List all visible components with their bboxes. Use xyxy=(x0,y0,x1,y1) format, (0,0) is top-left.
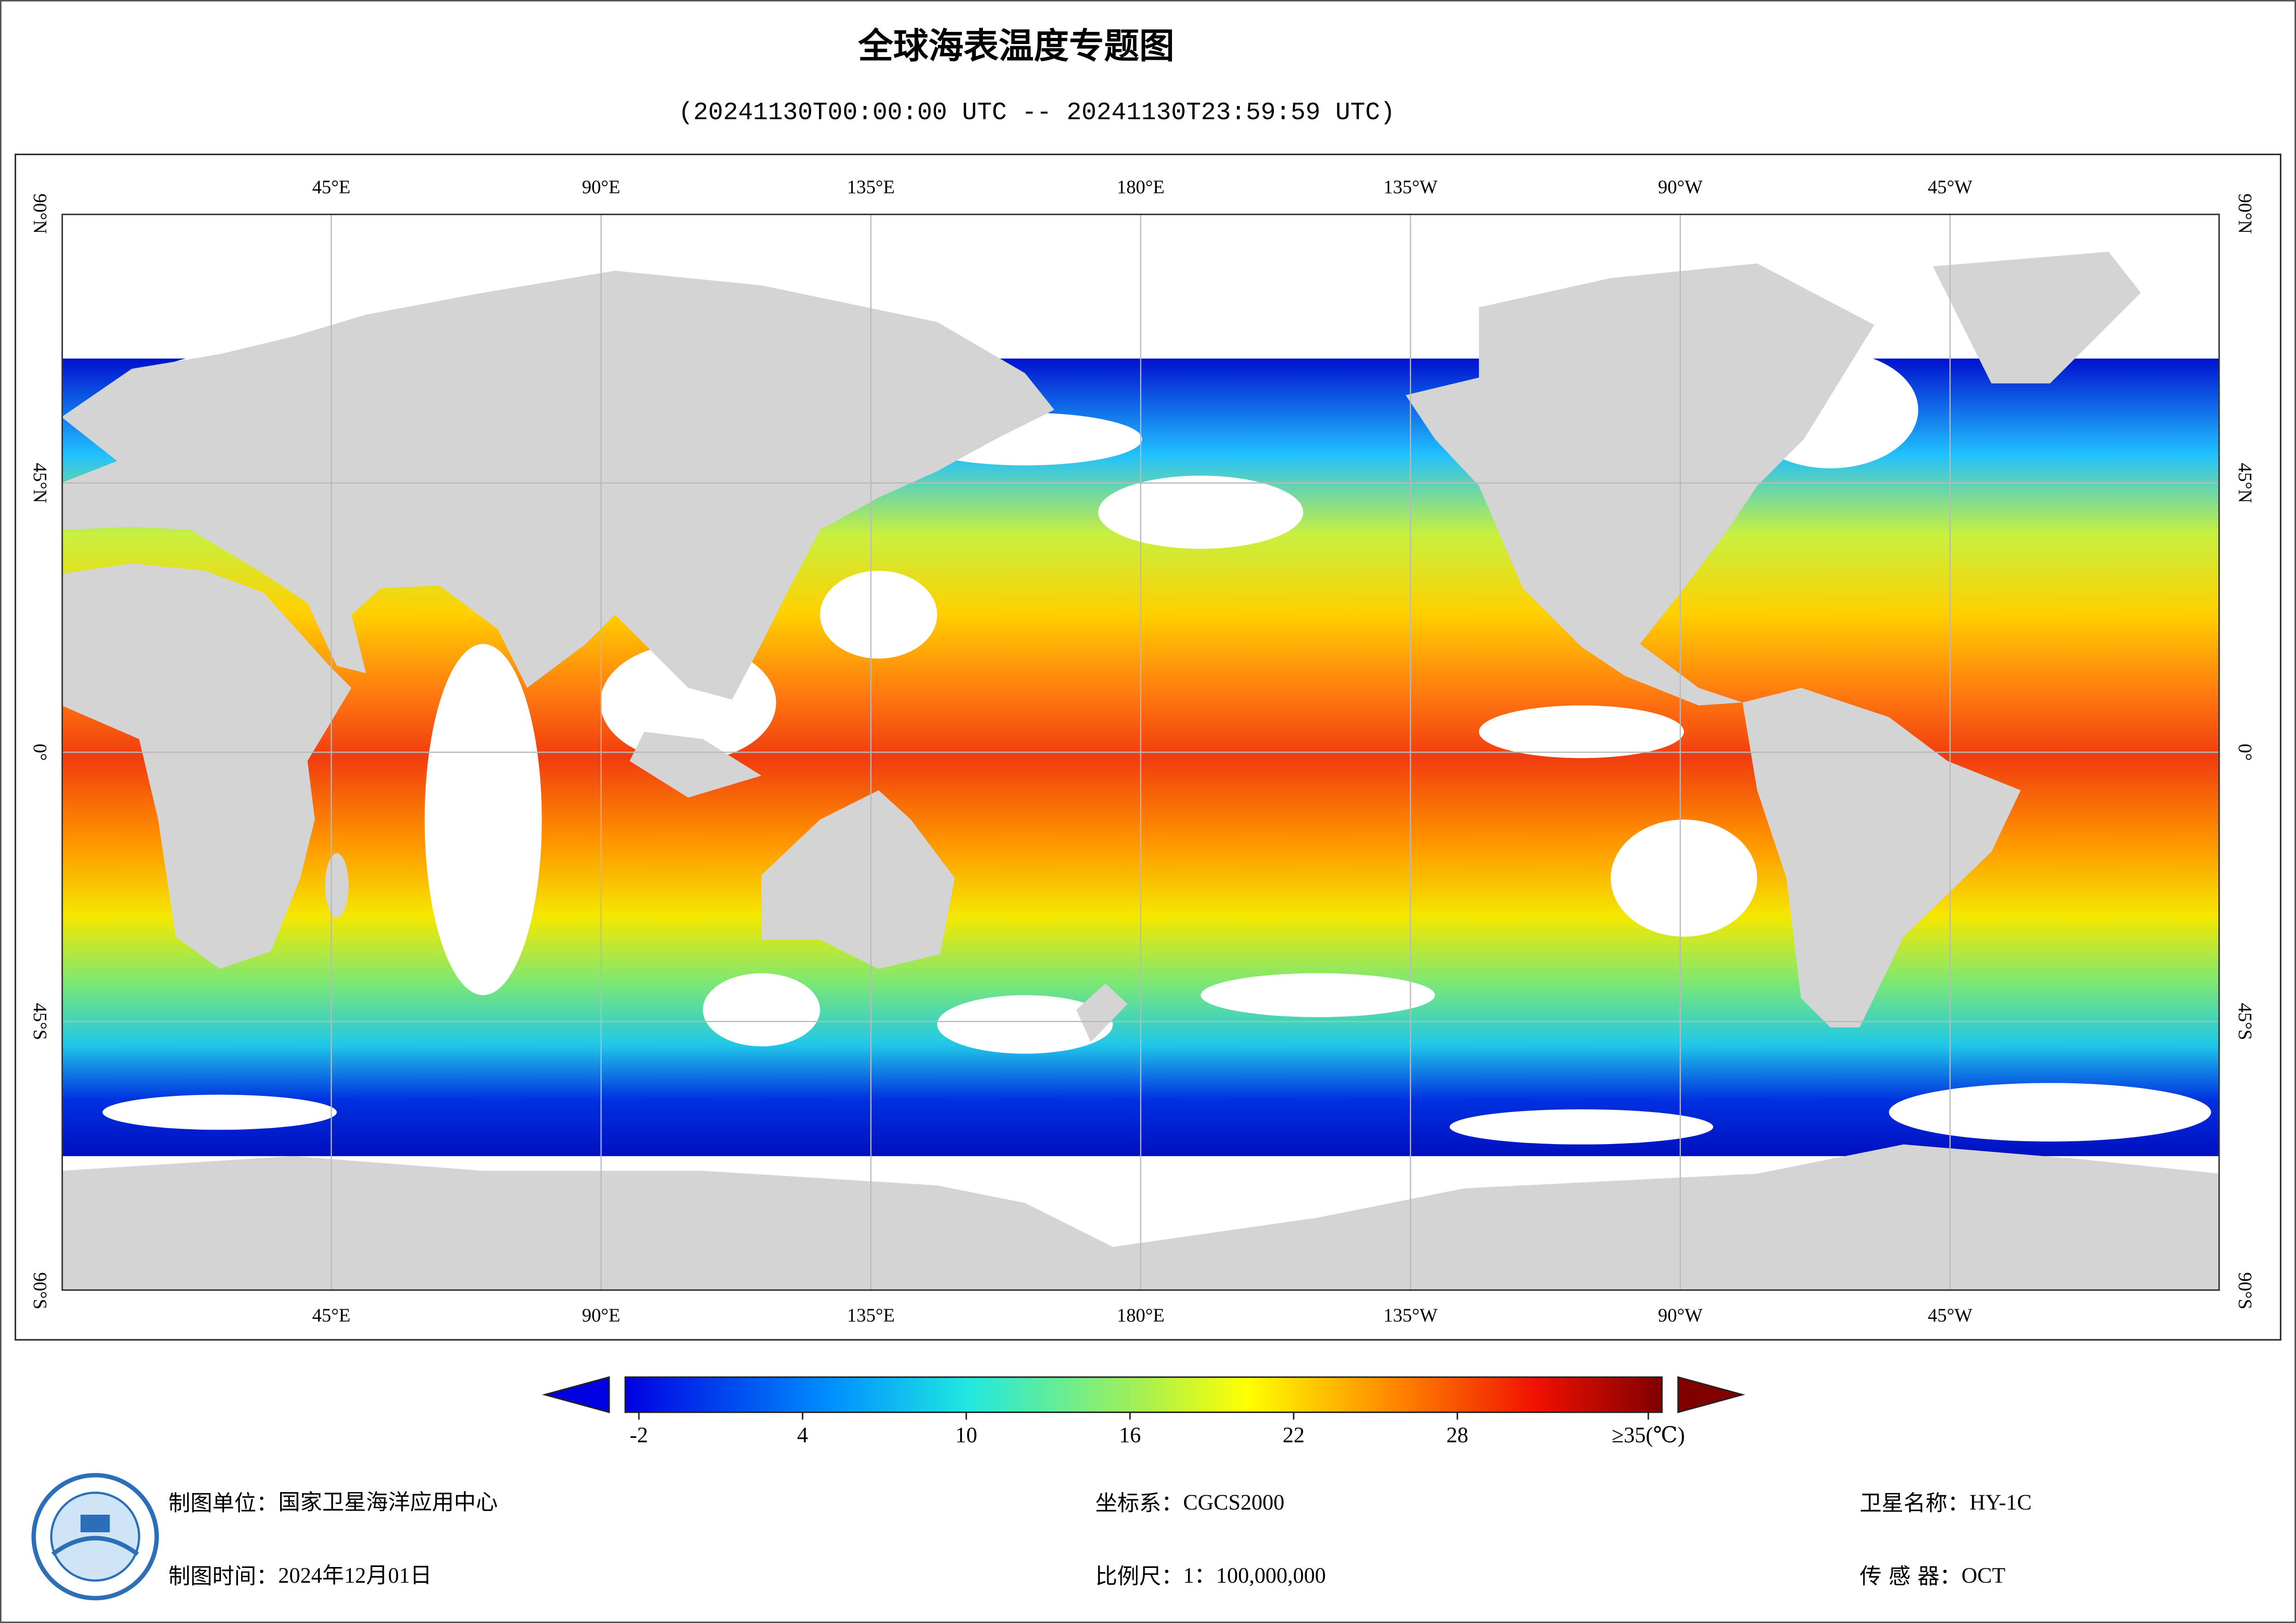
lat-label-left: 90°N xyxy=(30,193,51,234)
lat-label-left: 45°S xyxy=(30,1003,51,1040)
lat-label-right: 0° xyxy=(2235,744,2256,761)
footer-value: HY-1C xyxy=(1970,1491,2032,1515)
footer-label: 制图单位： xyxy=(168,1491,278,1516)
map-body xyxy=(61,213,2220,1291)
lon-label-bottom: 90°W xyxy=(1658,1305,1703,1326)
footer-value: 1：100,000,000 xyxy=(1183,1564,1326,1588)
footer-item: 卫星名称：HY-1C xyxy=(1859,1491,2032,1516)
footer-label: 坐标系： xyxy=(1095,1491,1183,1516)
graticule xyxy=(61,213,2220,1291)
footer-value: 2024年12月01日 xyxy=(278,1564,432,1588)
footer-label: 制图时间： xyxy=(168,1564,278,1589)
axis-labels: 45°E 45°E 90°E 90°E 135°E 135°E 180°E 180°E 135°… xyxy=(30,176,2256,1325)
lon-label-top: 45°E xyxy=(312,176,350,197)
lat-label-left: 45°N xyxy=(30,463,51,503)
lon-label-bottom: 90°E xyxy=(582,1305,620,1326)
map-border xyxy=(61,213,2220,1291)
colorbar-high-arrow xyxy=(1677,1376,1746,1413)
footer-value: CGCS2000 xyxy=(1183,1491,1285,1515)
footer: 制图单位：国家卫星海洋应用中心制图时间：2024年12月01日坐标系：CGCS2… xyxy=(168,1491,2032,1589)
lon-label-bottom: 45°W xyxy=(1928,1305,1972,1326)
lon-label-top: 135°W xyxy=(1384,176,1438,197)
lon-label-bottom: 135°E xyxy=(847,1305,895,1326)
lon-label-bottom: 45°E xyxy=(312,1305,350,1326)
footer-item: 制图单位：国家卫星海洋应用中心 xyxy=(168,1491,498,1516)
map-title: 全球海表温度专题图 xyxy=(858,25,1174,66)
lon-label-bottom: 135°W xyxy=(1384,1305,1438,1326)
colorbar-tick-label: -2 xyxy=(630,1423,648,1447)
colorbar xyxy=(542,1376,1746,1413)
colorbar-tick-label: 4 xyxy=(797,1423,808,1447)
footer-item: 制图时间：2024年12月01日 xyxy=(168,1564,432,1589)
lon-label-top: 45°W xyxy=(1928,176,1972,197)
colorbar-low-arrow xyxy=(542,1376,610,1413)
lat-label-right: 45°N xyxy=(2235,463,2256,503)
colorbar-tick-label: 10 xyxy=(955,1423,977,1447)
colorbar-tick-label: 22 xyxy=(1283,1423,1304,1447)
colorbar-tick-label: ≥35(℃) xyxy=(1612,1423,1685,1447)
footer-label: 卫星名称： xyxy=(1859,1491,1969,1516)
colorbar-tick-label: 28 xyxy=(1447,1423,1468,1447)
lat-label-left: 90°S xyxy=(30,1272,51,1309)
map-subtitle: (20241130T00:00:00 UTC -- 20241130T23:59… xyxy=(678,99,1395,127)
lon-label-top: 90°E xyxy=(582,176,620,197)
footer-label: 比例尺： xyxy=(1095,1564,1183,1589)
colorbar-bar xyxy=(624,1376,1663,1413)
lat-label-right: 90°N xyxy=(2235,193,2256,234)
footer-label: 传 感 器： xyxy=(1859,1564,1961,1589)
footer-value: OCT xyxy=(1961,1564,2005,1588)
lon-label-top: 135°E xyxy=(847,176,895,197)
footer-item: 比例尺：1：100,000,000 xyxy=(1095,1564,1326,1589)
footer-value: 国家卫星海洋应用中心 xyxy=(278,1491,498,1515)
colorbar-ticks: -2 4 10 16 22 28 ≥35(℃) xyxy=(630,1412,1685,1447)
logo xyxy=(31,1473,159,1600)
map-frame xyxy=(14,154,2282,1341)
lat-label-right: 45°S xyxy=(2235,1003,2256,1040)
lon-label-bottom: 180°E xyxy=(1117,1305,1165,1326)
footer-item: 传 感 器：OCT xyxy=(1859,1564,2005,1589)
colorbar-tick-label: 16 xyxy=(1119,1423,1141,1447)
footer-item: 坐标系：CGCS2000 xyxy=(1095,1491,1285,1516)
lon-label-top: 180°E xyxy=(1117,176,1165,197)
lat-label-left: 0° xyxy=(30,744,51,761)
lat-label-right: 90°S xyxy=(2235,1272,2256,1309)
lon-label-top: 90°W xyxy=(1658,176,1703,197)
